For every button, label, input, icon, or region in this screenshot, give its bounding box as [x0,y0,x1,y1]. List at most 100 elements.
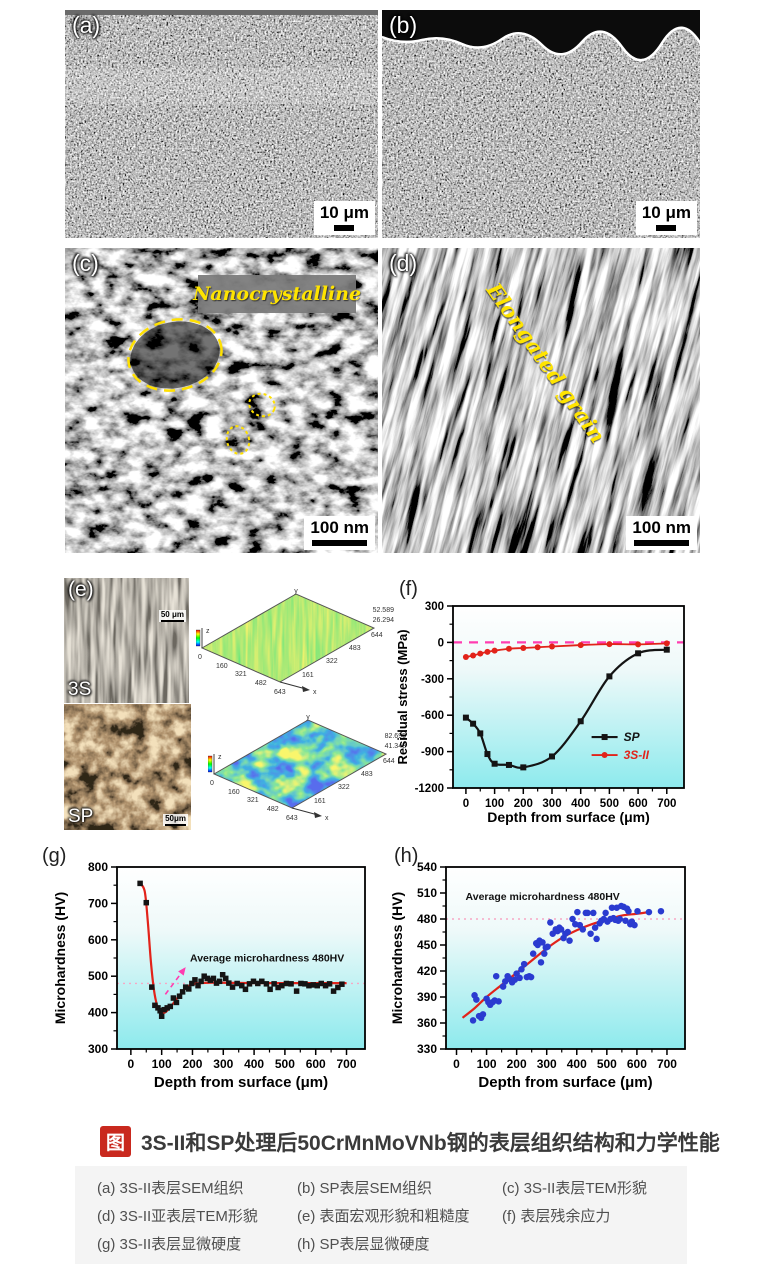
z-axis-label: z [206,628,210,635]
svg-text:330: 330 [417,1042,437,1056]
svg-text:Average microhardness 480HV: Average microhardness 480HV [466,891,620,903]
svg-text:Depth from surface (μm): Depth from surface (μm) [154,1074,328,1091]
svg-text:500: 500 [88,969,108,983]
panel-label-g: (g) [42,845,67,867]
svg-text:100: 100 [485,798,504,810]
bottom-tick: 482 [255,680,267,687]
svg-text:300: 300 [542,798,561,810]
right-tick: 322 [326,658,338,665]
svg-text:Microhardness (HV): Microhardness (HV) [52,892,68,1024]
svg-text:400: 400 [88,1006,108,1020]
nanocrystalline-label-box: Nanocrystalline [193,275,361,313]
svg-text:500: 500 [597,1057,617,1071]
svg-text:500: 500 [275,1057,295,1071]
scale-bar-a-line [334,225,355,231]
svg-text:600: 600 [88,933,108,947]
z-mid-tick: 26.294 [373,617,395,624]
svg-text:450: 450 [417,938,437,952]
chart-svg-h: 0 100 200 300 400 500 600 700 330 360 390 420 450 480… [389,860,686,1091]
svg-text:360: 360 [417,1016,437,1030]
svg-text:0: 0 [128,1057,135,1071]
z-max-tick: 52.589 [373,607,395,614]
scale-bar-a: 10 μm [313,201,375,235]
bottom-tick: 0 [198,654,202,661]
x-axis-label: x [325,815,329,822]
microhardness-chart-3sii: 0 100 200 300 400 500 600 700 300 400 500 600 700 800… [35,843,385,1095]
legend-item-g: (g) 3S-II表层显微硬度 [97,1235,242,1253]
legend-item-a: (a) 3S-II表层SEM组织 [97,1179,244,1197]
scale-bar-d-line [634,540,690,546]
panel-label-f: (f) [399,578,418,600]
panel-label-d: (d) [389,250,418,276]
roughness-3d-plot-3s: z y x 52.589 26.294 644 483 322 161 0 16… [196,588,395,696]
svg-text:420: 420 [417,964,437,978]
sem-texture [382,10,700,238]
scale-bar-b-line [656,225,677,231]
legend-item-f: (f) 表层残余应力 [502,1207,611,1225]
y-axis-label: y [306,714,310,721]
optical-texture-3s [64,578,189,703]
right-tick: 644 [371,632,383,639]
svg-text:Depth from surface (μm): Depth from surface (μm) [478,1074,652,1091]
optical-texture-sp [64,704,191,830]
svg-text:510: 510 [417,886,437,900]
figure-caption-text: 3S-II和SP处理后50CrMnMoVNb钢的表层组织结构和力学性能 [141,1131,720,1155]
bottom-tick: 321 [247,797,259,804]
tem-image-elongated-grain: (d) Elongated grain 100 nm [382,248,700,553]
bottom-tick: 160 [216,663,228,670]
svg-text:Residual stress (MPa): Residual stress (MPa) [395,629,410,764]
scale-bar-d-text: 100 nm [632,518,691,537]
svg-text:400: 400 [244,1057,264,1071]
scale-bar-b-text: 10 μm [641,203,691,222]
sem-image-sp: (b) 10 μm [382,10,700,238]
svg-text:600: 600 [627,1057,647,1071]
svg-text:500: 500 [600,798,619,810]
microhardness-chart-sp: 0 100 200 300 400 500 600 700 330 360 390 420 450 480… [388,843,703,1095]
scale-bar-c: 100 nm [304,516,375,550]
svg-text:200: 200 [507,1057,527,1071]
svg-text:600: 600 [306,1057,326,1071]
scale-bar-b: 10 μm [635,201,697,235]
svg-text:-600: -600 [421,710,444,722]
svg-text:400: 400 [571,798,590,810]
legend-item-e: (e) 表面宏观形貌和粗糙度 [297,1207,470,1225]
tem-texture [382,248,700,553]
svg-text:800: 800 [88,860,108,874]
scale-bar-3s-text: 50 μm [160,610,184,619]
svg-text:300: 300 [537,1057,557,1071]
svg-text:Depth from surface (μm): Depth from surface (μm) [487,809,650,825]
panel-label-e: (e) [68,578,94,601]
sem-texture [65,10,378,238]
bottom-tick: 482 [267,806,279,813]
roughness-3d-plot-sp: z y x 82.695 41.348 644 483 322 161 0 16… [208,714,407,822]
right-tick: 161 [314,798,326,805]
scale-bar-d: 100 nm [626,516,697,550]
legend-item-h: (h) SP表层显微硬度 [297,1235,430,1253]
optical-image-sp: SP 50μm [64,704,191,830]
legend-item-b: (b) SP表层SEM组织 [297,1179,433,1197]
scale-bar-a-text: 10 μm [319,203,369,222]
bottom-tick: 0 [210,780,214,787]
bottom-tick: 160 [228,789,240,796]
bottom-tick: 321 [235,671,247,678]
legend-item-c: (c) 3S-II表层TEM形貌 [502,1179,647,1197]
z-mid-tick: 41.348 [385,743,407,750]
svg-text:700: 700 [88,896,108,910]
svg-text:3S-II: 3S-II [624,748,650,762]
svg-text:200: 200 [182,1057,202,1071]
svg-text:-900: -900 [421,747,444,759]
scale-bar-sp-text: 50μm [165,814,186,823]
panel-label-a: (a) [72,12,101,38]
svg-text:100: 100 [152,1057,172,1071]
svg-text:300: 300 [213,1057,233,1071]
tem-image-nanocrystalline: (c) Nanocrystalline 100 nm [65,248,378,553]
svg-text:200: 200 [514,798,533,810]
y-axis-label: y [294,588,298,595]
svg-text:0: 0 [453,1057,460,1071]
svg-text:100: 100 [477,1057,497,1071]
scale-bar-sp-line [165,824,186,826]
svg-text:400: 400 [567,1057,587,1071]
svg-text:Average microhardness 480HV: Average microhardness 480HV [190,953,344,965]
svg-text:0: 0 [463,798,469,810]
z-max-tick: 82.695 [385,733,407,740]
